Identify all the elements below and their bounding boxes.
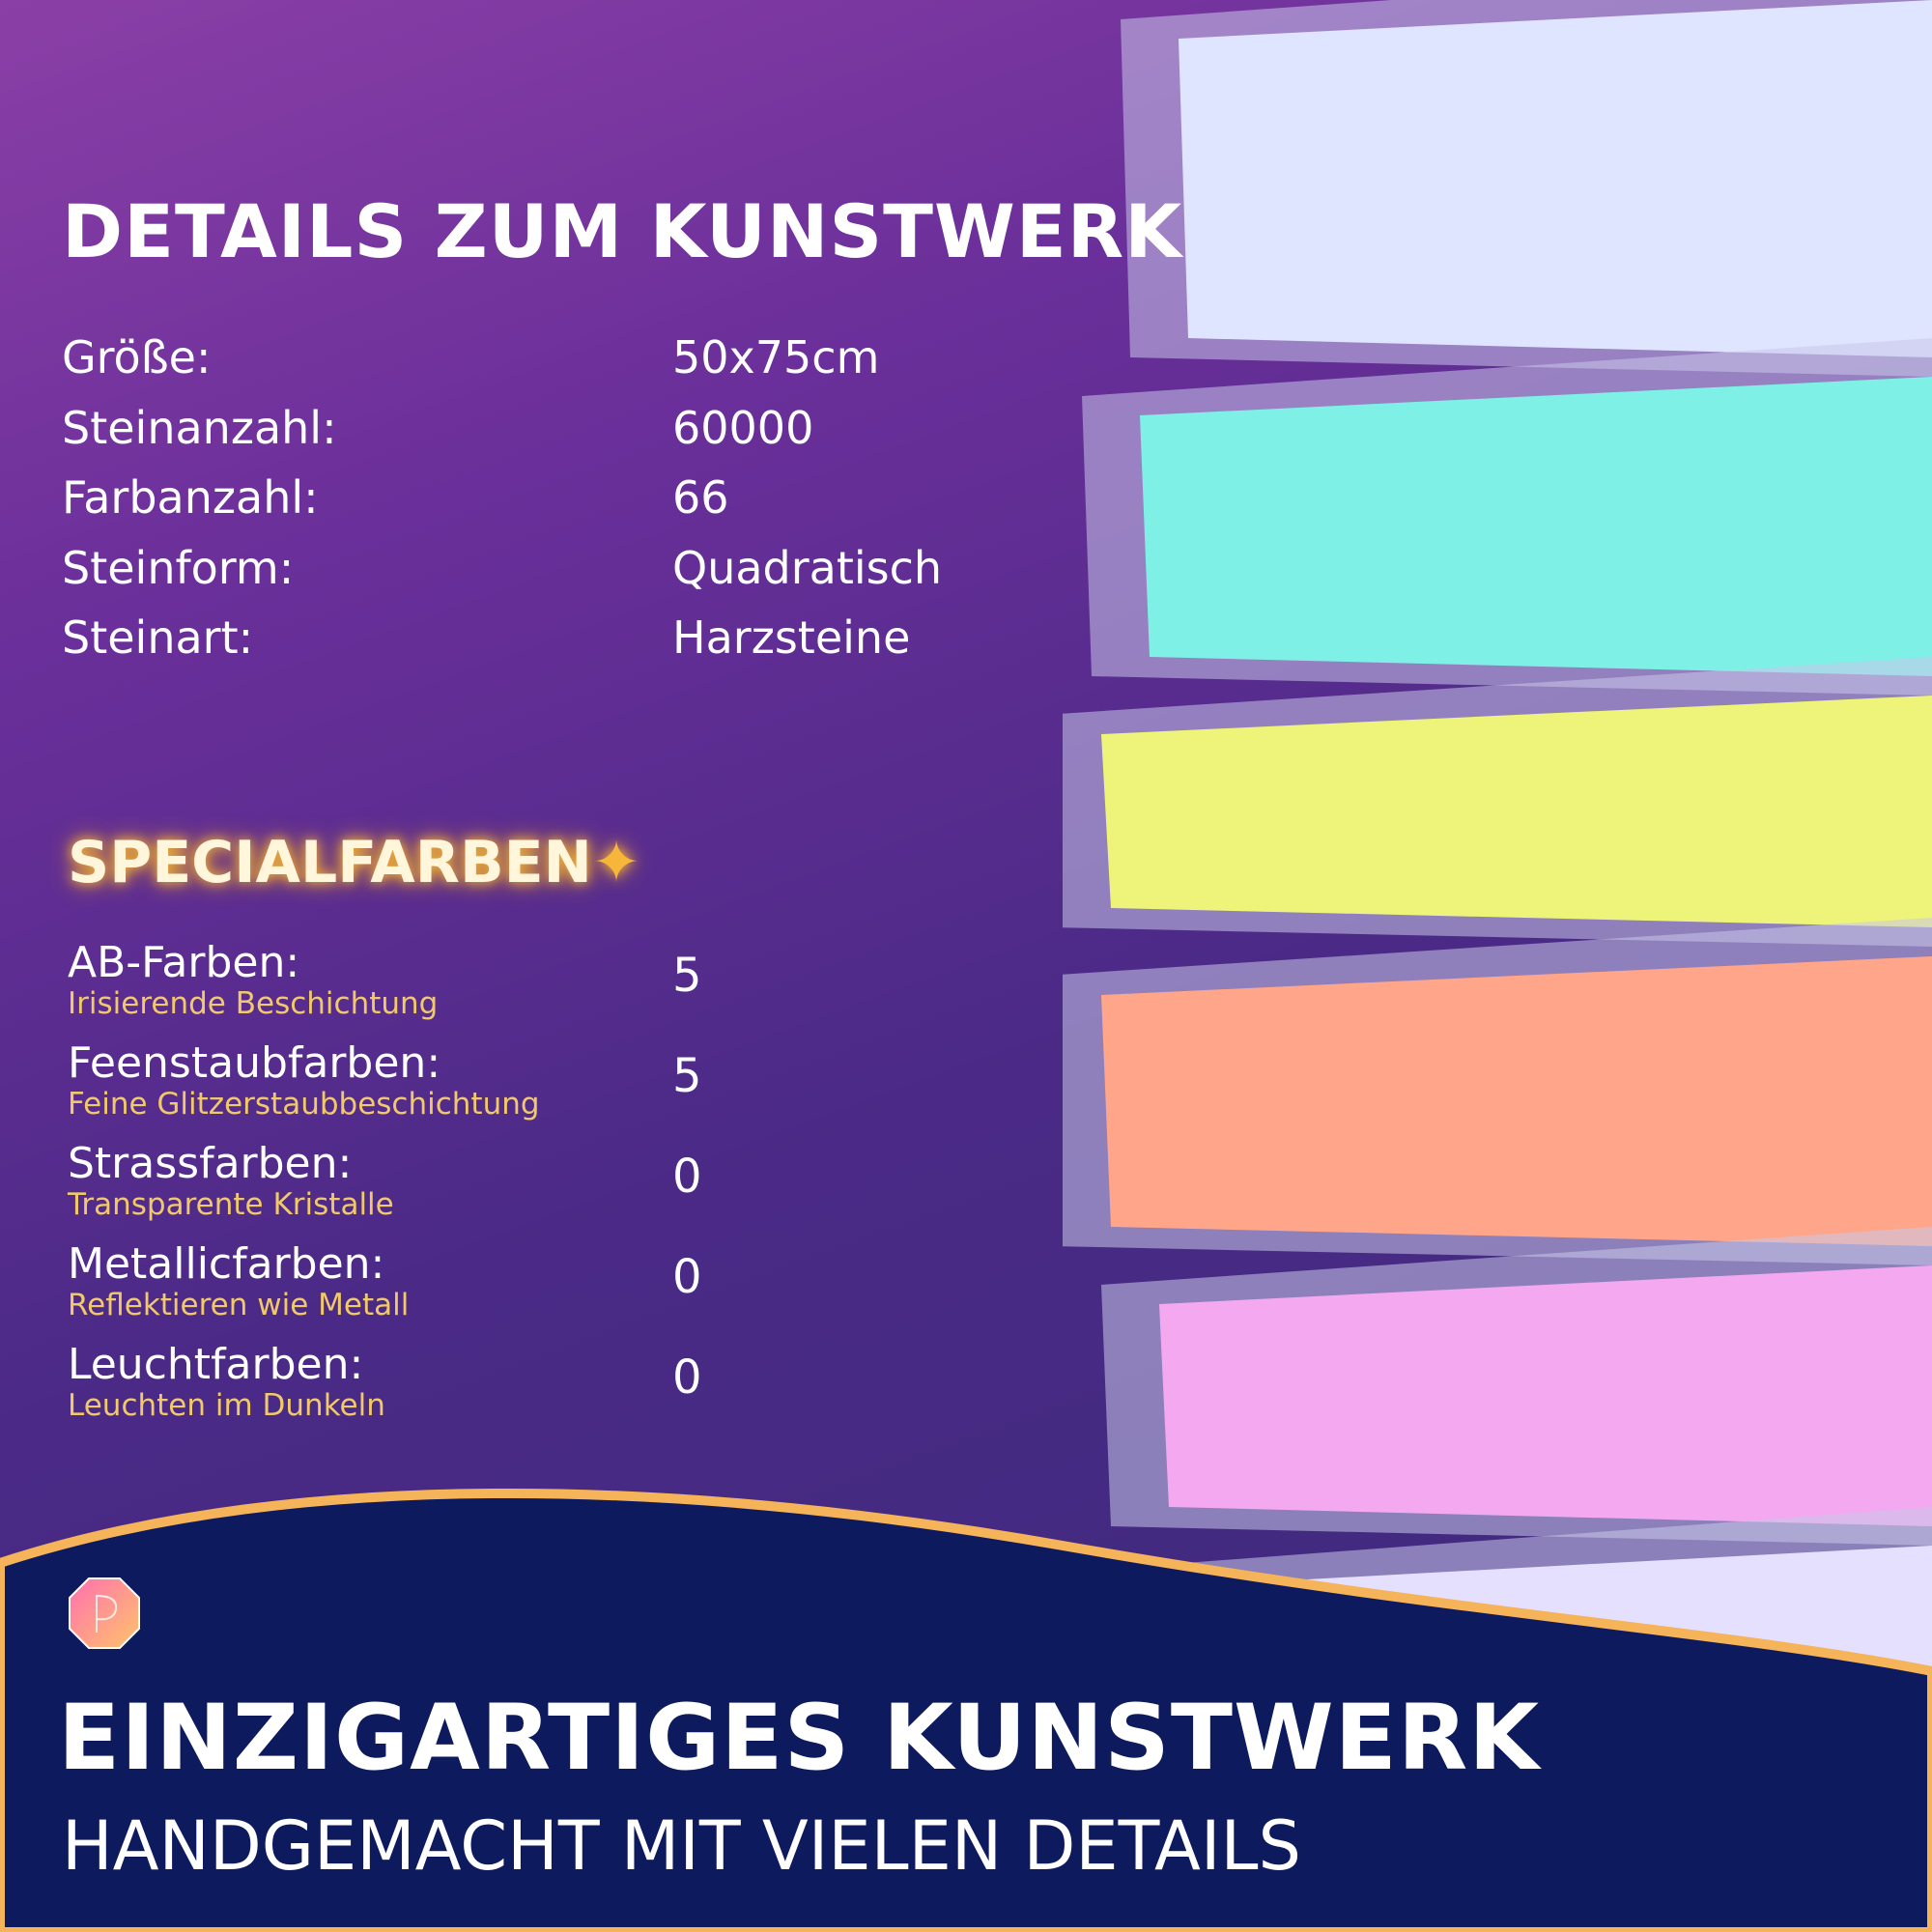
special-color-description: Irisierende Beschichtung — [68, 986, 439, 1021]
special-color-count: 5 — [672, 1049, 702, 1103]
footer-headline: EINZIGARTIGES KUNSTWERK — [58, 1686, 1541, 1791]
special-color-description: Transparente Kristalle — [68, 1187, 394, 1222]
special-color-count: 0 — [672, 1250, 702, 1304]
special-color-label: Feenstaubfarben: — [68, 1038, 441, 1088]
detail-row: Farbanzahl: 66 — [62, 471, 729, 524]
detail-value: Quadratisch — [672, 541, 943, 594]
bead-pile — [1101, 696, 1932, 927]
sparkles-icon: ✦ — [591, 829, 641, 896]
detail-value: 66 — [672, 471, 729, 524]
bead-pile — [1140, 377, 1932, 676]
special-color-description: Feine Glitzerstaubbeschichtung — [68, 1087, 540, 1122]
details-title: DETAILS ZUM KUNSTWERK — [62, 188, 1183, 274]
special-colors-title-text: SPECIALFARBEN — [68, 829, 592, 896]
special-color-description: Reflektieren wie Metall — [68, 1288, 410, 1322]
bead-pile — [1159, 1265, 1932, 1526]
detail-row: Steinanzahl: 60000 — [62, 401, 813, 454]
detail-row: Größe: 50x75cm — [62, 331, 879, 384]
brand-logo — [68, 1577, 141, 1650]
special-color-count: 5 — [672, 949, 702, 1003]
detail-value: 60000 — [672, 401, 814, 454]
detail-label: Farbanzahl: — [62, 471, 319, 524]
special-color-description: Leuchten im Dunkeln — [68, 1388, 385, 1423]
special-color-count: 0 — [672, 1150, 702, 1204]
detail-row: Steinform: Quadratisch — [62, 541, 942, 594]
special-color-label: Metallicfarben: — [68, 1239, 385, 1289]
bead-pile — [1179, 0, 1932, 357]
bead-bags-photo — [1063, 0, 1932, 1739]
special-color-item: Strassfarben: Transparente Kristalle 0 — [68, 1139, 702, 1222]
special-color-item: Feenstaubfarben: Feine Glitzerstaubbeschi… — [68, 1038, 702, 1122]
special-color-item: Leuchtfarben: Leuchten im Dunkeln 0 — [68, 1340, 702, 1423]
special-color-item: AB-Farben: Irisierende Beschichtung 5 — [68, 938, 702, 1021]
detail-value: 50x75cm — [672, 331, 880, 384]
detail-label: Steinform: — [62, 541, 295, 594]
special-color-label: Strassfarben: — [68, 1139, 353, 1188]
detail-label: Steinanzahl: — [62, 401, 337, 454]
special-color-label: AB-Farben: — [68, 938, 300, 987]
detail-label: Steinart: — [62, 611, 254, 664]
special-color-item: Metallicfarben: Reflektieren wie Metall 0 — [68, 1239, 702, 1322]
special-color-label: Leuchtfarben: — [68, 1340, 364, 1389]
detail-value: Harzsteine — [672, 611, 911, 664]
detail-row: Steinart: Harzsteine — [62, 611, 910, 664]
footer-subheadline: HANDGEMACHT MIT VIELEN DETAILS — [62, 1806, 1301, 1886]
detail-label: Größe: — [62, 331, 212, 384]
bead-pile — [1101, 956, 1932, 1246]
special-colors-title: SPECIALFARBEN✦ — [68, 829, 640, 896]
special-color-count: 0 — [672, 1350, 702, 1405]
